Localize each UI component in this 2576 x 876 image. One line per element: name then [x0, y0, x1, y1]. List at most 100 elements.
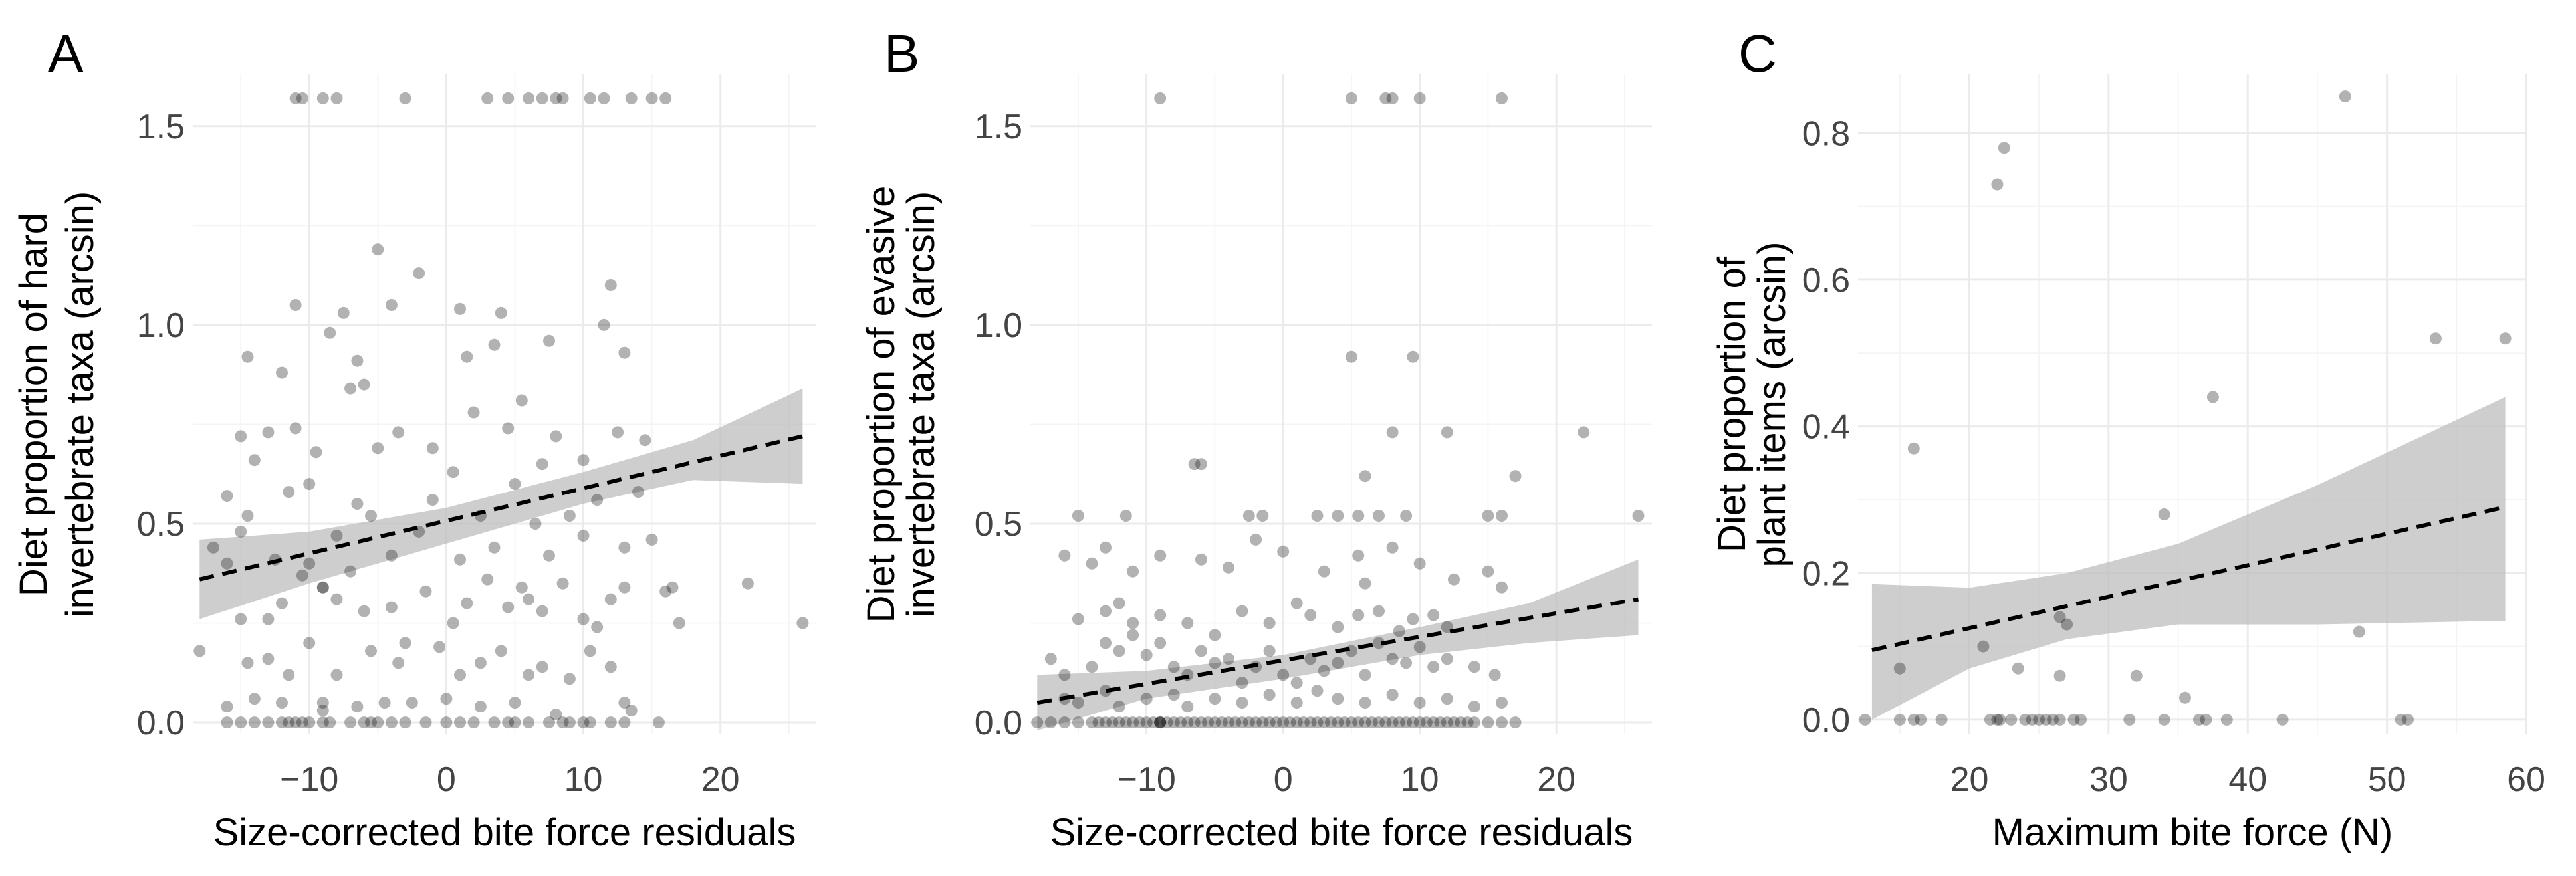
data-point — [1345, 92, 1357, 104]
data-point — [1277, 545, 1290, 558]
data-point — [1140, 693, 1153, 705]
data-point — [1209, 716, 1221, 729]
data-point — [248, 716, 261, 729]
x-tick-label: 60 — [2507, 760, 2545, 799]
data-point — [2499, 332, 2512, 345]
data-point — [1290, 697, 1303, 709]
data-point — [1223, 561, 1234, 574]
data-point — [1154, 609, 1167, 621]
data-point — [221, 716, 233, 729]
data-point — [433, 641, 446, 653]
data-point — [536, 661, 548, 673]
data-point — [1100, 716, 1112, 729]
y-tick-label: 1.5 — [137, 108, 185, 146]
data-point — [618, 346, 631, 359]
data-point — [2276, 713, 2289, 726]
y-tick-label: 0.0 — [975, 704, 1022, 742]
y-tick-label: 0.4 — [1802, 408, 1850, 447]
data-point — [1119, 510, 1132, 522]
data-point — [1167, 716, 1180, 729]
data-point — [659, 92, 672, 104]
data-point — [1379, 92, 1392, 104]
data-point — [666, 581, 679, 594]
data-point — [303, 716, 316, 729]
data-point — [584, 716, 596, 729]
data-point — [1359, 470, 1371, 483]
y-tick-label: 0.0 — [137, 704, 185, 742]
data-point — [796, 617, 809, 629]
x-tick-label: 20 — [701, 760, 740, 799]
data-point — [1263, 716, 1276, 729]
data-point — [1147, 716, 1159, 729]
data-point — [509, 716, 521, 729]
data-point — [577, 454, 590, 467]
y-tick-label: 1.0 — [975, 306, 1022, 345]
data-point — [310, 446, 322, 459]
data-point — [556, 716, 569, 729]
data-point — [1127, 565, 1139, 578]
data-point — [1373, 510, 1385, 522]
data-point — [1100, 541, 1112, 554]
data-point — [1236, 677, 1248, 689]
x-tick-label: 0 — [1274, 760, 1293, 799]
data-point — [543, 549, 555, 562]
panel-label: A — [48, 24, 84, 83]
data-point — [523, 669, 535, 681]
data-point — [221, 701, 233, 713]
y-tick-label: 0.5 — [975, 505, 1022, 544]
x-axis-title: Size-corrected bite force residuals — [213, 811, 796, 854]
data-point — [316, 581, 329, 594]
data-point — [1154, 716, 1167, 729]
data-point — [2130, 669, 2143, 682]
x-tick-label: 50 — [2368, 760, 2406, 799]
data-point — [1413, 697, 1426, 709]
data-point — [1578, 426, 1590, 439]
data-point — [235, 525, 247, 538]
data-point — [358, 716, 370, 729]
data-point — [248, 693, 261, 705]
panel-c: 20 30 40 50 60 0.0 0.2 0.4 0.6 0.8 Maximum bite fo… — [1710, 24, 2545, 854]
data-point — [645, 533, 658, 546]
data-point — [1031, 716, 1044, 729]
data-point — [461, 597, 473, 609]
data-point — [2395, 713, 2407, 726]
data-point — [1250, 533, 1262, 546]
data-point — [1318, 716, 1330, 729]
data-point — [2053, 611, 2066, 623]
data-point — [1058, 716, 1071, 729]
data-point — [1181, 617, 1194, 629]
y-tick-label: 0.6 — [1802, 261, 1850, 300]
data-point — [577, 613, 590, 625]
data-point — [1352, 549, 1365, 562]
data-point — [1072, 613, 1084, 625]
data-point — [2339, 90, 2351, 103]
data-point — [1482, 716, 1494, 729]
x-tick-label: −10 — [1117, 760, 1176, 799]
data-point — [1352, 609, 1365, 621]
data-point — [639, 434, 651, 447]
data-point — [1632, 510, 1645, 522]
data-point — [316, 697, 329, 709]
data-point — [659, 585, 672, 598]
panel-b: −10 0 10 20 0.0 0.5 1.0 1.5 Size-corrected bite … — [860, 24, 1652, 854]
data-point — [1413, 92, 1426, 104]
data-point — [392, 657, 405, 669]
data-point — [324, 326, 336, 339]
data-point — [262, 613, 275, 625]
data-point — [1386, 653, 1399, 665]
data-point — [2040, 713, 2052, 726]
data-point — [1263, 689, 1276, 701]
x-tick-label: −10 — [280, 760, 338, 799]
data-point — [2067, 713, 2080, 726]
data-point — [1086, 661, 1098, 673]
data-point — [1441, 653, 1453, 665]
data-point — [1188, 716, 1201, 729]
data-point — [1332, 657, 1344, 669]
data-point — [1113, 716, 1125, 729]
data-point — [1413, 641, 1426, 653]
data-point — [1127, 716, 1139, 729]
data-point — [221, 490, 233, 502]
data-point — [625, 92, 638, 104]
data-point — [645, 92, 658, 104]
data-point — [235, 613, 247, 625]
